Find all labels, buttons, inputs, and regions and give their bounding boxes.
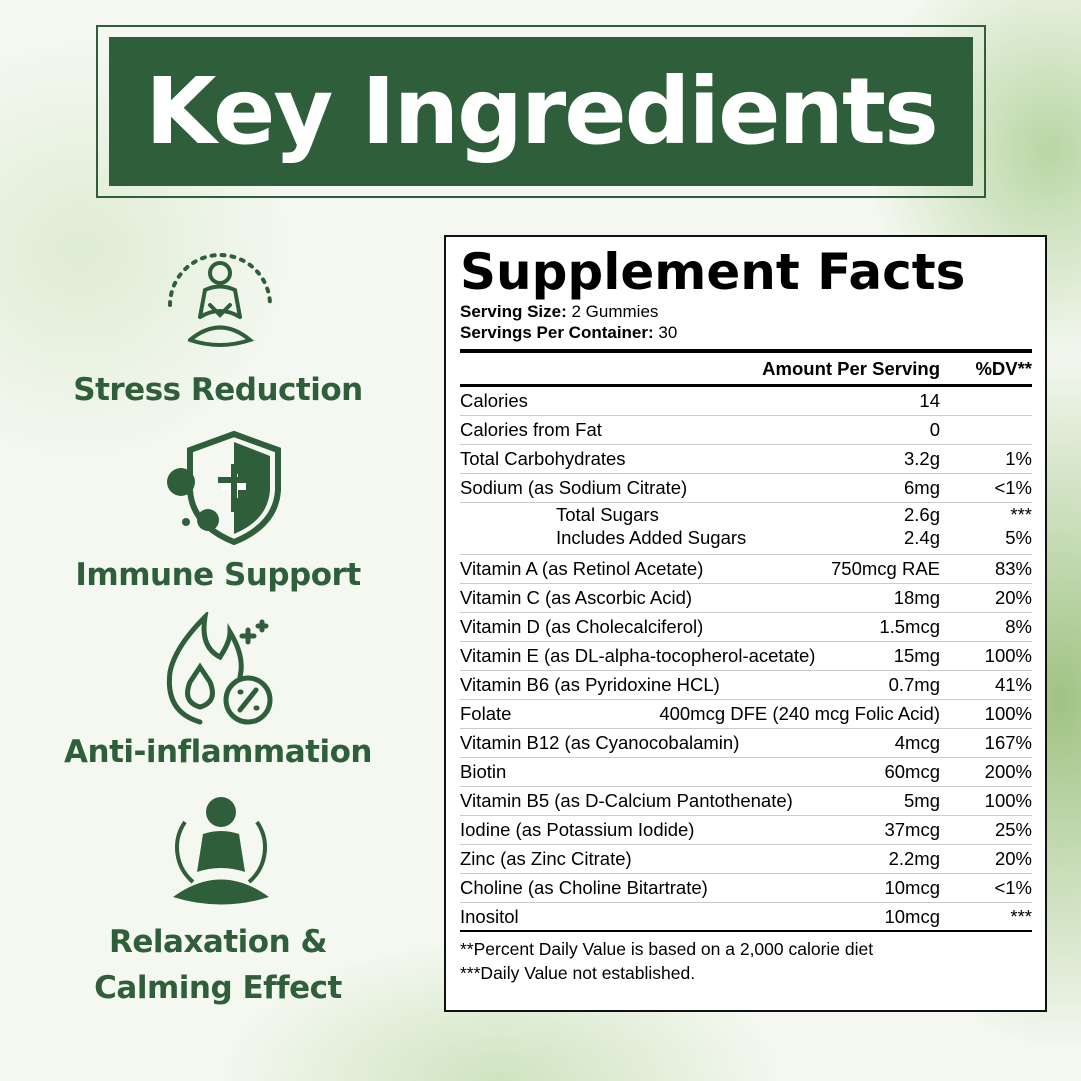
footnote: **Percent Daily Value is based on a 2,00… [460, 939, 874, 959]
table-row: Vitamin B5 (as D-Calcium Pantothenate) 5m… [460, 787, 1032, 816]
table-row: Folate 400mcg DFE (240 mcg Folic Acid) 100… [460, 700, 1032, 729]
title-banner: Key Ingredients [96, 25, 986, 198]
flame-drop-percent-icon [166, 612, 273, 725]
table-header: Amount Per Serving %DV** [460, 353, 1032, 387]
feature-label: Relaxation & [109, 924, 328, 960]
table-row: Iodine (as Potassium Iodide) 37mcg 25% [460, 816, 1032, 845]
facts-title: Supplement Facts [460, 243, 966, 301]
table-row: Sodium (as Sodium Citrate) 6mg <1% [460, 474, 1032, 503]
meditation-aura-icon [168, 253, 272, 347]
serving-size: Serving Size: 2 Gummies [460, 302, 659, 321]
table-row: Vitamin C (as Ascorbic Acid) 18mg 20% [460, 584, 1032, 613]
table-row: Choline (as Choline Bitartrate) 10mcg <1% [460, 874, 1032, 903]
table-row: Vitamin D (as Cholecalciferol) 1.5mcg 8% [460, 613, 1032, 642]
table-row: Biotin 60mcg 200% [460, 758, 1032, 787]
shield-virus-icon [167, 430, 281, 545]
table-row: Calories from Fat 0 [460, 416, 1032, 445]
page-title: Key Ingredients [109, 37, 973, 186]
servings-per-container: Servings Per Container: 30 [460, 323, 678, 342]
meditation-person-icon [173, 797, 269, 905]
feature-label: Calming Effect [94, 970, 342, 1006]
table-row: Vitamin B6 (as Pyridoxine HCL) 0.7mg 41% [460, 671, 1032, 700]
feature-label: Immune Support [75, 557, 361, 593]
feature-label: Anti-inflammation [64, 734, 372, 770]
feature-label: Stress Reduction [73, 372, 363, 408]
supplement-facts-panel: Supplement Facts Serving Size: 2 Gummies… [444, 235, 1047, 1012]
table-row: Inositol 10mcg *** [460, 903, 1032, 932]
table-row: Zinc (as Zinc Citrate) 2.2mg 20% [460, 845, 1032, 874]
table-row: Vitamin E (as DL-alpha-tocopherol-acetat… [460, 642, 1032, 671]
table-row: Vitamin A (as Retinol Acetate) 750mcg RAE… [460, 555, 1032, 584]
table-row: Total Carbohydrates 3.2g 1% [460, 445, 1032, 474]
table-row: Vitamin B12 (as Cyanocobalamin) 4mcg 167% [460, 729, 1032, 758]
table-row: Total Sugars 2.6g *** Includes Added Sugar… [460, 503, 1032, 555]
table-row: Calories 14 [460, 387, 1032, 416]
footnote: ***Daily Value not established. [460, 963, 696, 983]
